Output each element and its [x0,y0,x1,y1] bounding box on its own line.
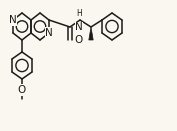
Text: N: N [45,28,53,38]
Text: N: N [9,15,17,25]
Text: N: N [75,23,83,32]
Text: O: O [74,35,82,45]
Text: H: H [76,9,82,18]
Polygon shape [89,27,93,40]
Text: O: O [18,85,26,95]
